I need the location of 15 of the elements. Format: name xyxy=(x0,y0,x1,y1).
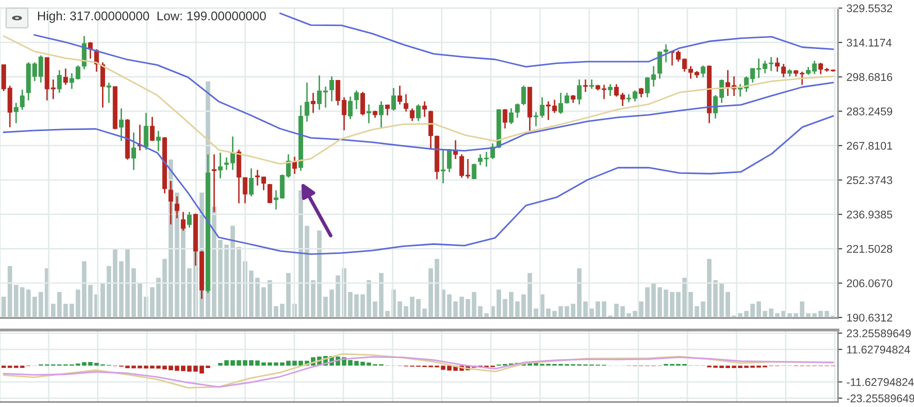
y-tick-label: 11.62794824 xyxy=(847,346,910,354)
y-tick-label: 314.1174 xyxy=(846,38,892,47)
y-tick-label: 298.6816 xyxy=(846,73,892,81)
y-tick-label: 236.9385 xyxy=(846,210,892,218)
y-tick-label: -11.62794824 xyxy=(846,378,914,386)
annotation: High: 317.00000000 Low: 199.00000000 xyxy=(38,11,266,23)
y-tick-label: 206.0670 xyxy=(846,279,892,288)
y-tick-label: 252.3743 xyxy=(846,176,892,184)
y-tick-label: 283.2459 xyxy=(846,108,892,116)
y-tick-label: 267.8101 xyxy=(846,142,892,150)
y-tick-label: 190.6312 xyxy=(847,314,892,322)
y-tick-label: 221.5028 xyxy=(846,245,892,253)
y-tick-label: -23.25589649 xyxy=(846,394,914,402)
y-tick-label: 23.25589649 xyxy=(846,329,911,338)
y-tick-label: 329.5532 xyxy=(846,4,892,12)
